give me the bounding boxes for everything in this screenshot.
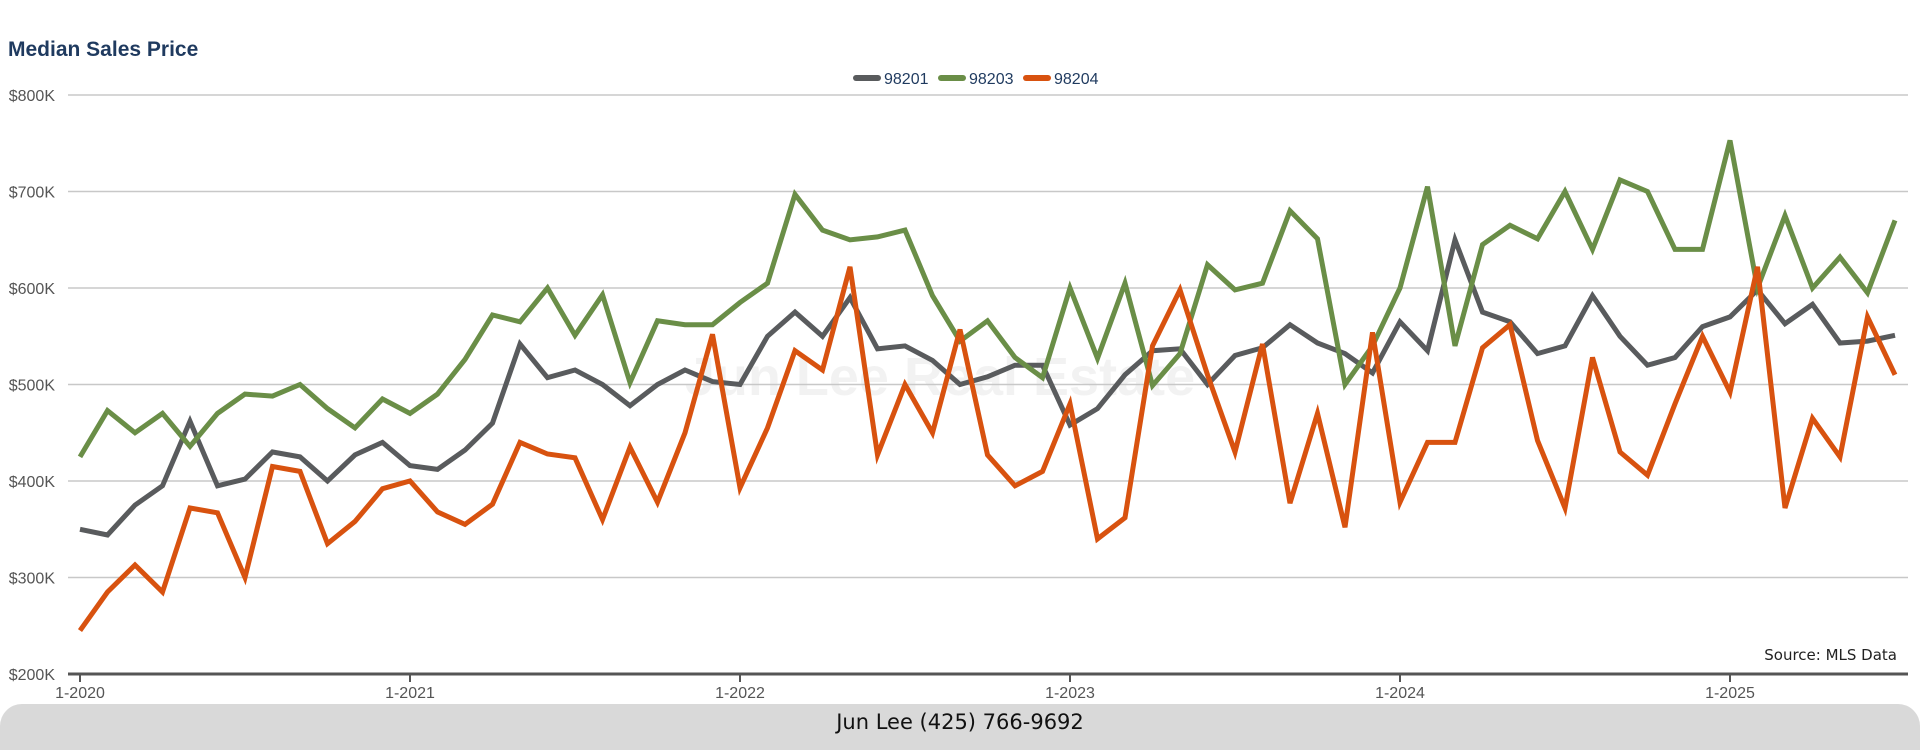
footer-bar [0,704,1920,750]
series-line-98204 [77,266,1898,633]
y-tick-label: $400K [9,474,56,491]
x-tick-label: 1-2025 [1705,685,1755,702]
legend: 98201 98203 98204 [853,71,1099,88]
legend-item-98201: 98201 [853,71,929,88]
legend-label: 98201 [884,71,929,88]
y-tick-label: $500K [9,378,56,395]
legend-item-98204: 98204 [1023,71,1099,88]
x-tick-label: 1-2022 [715,685,765,702]
series-lines [77,139,1898,633]
x-tick-label: 1-2020 [55,685,105,702]
axes: $200K $300K $400K $500K $600K $700K $800K 1-202… [9,88,1908,702]
grid-lines [68,94,1908,579]
series-line-98201 [79,231,1896,538]
legend-label: 98203 [969,71,1014,88]
y-tick-label: $200K [9,667,56,684]
x-tick-label: 1-2023 [1045,685,1095,702]
y-tick-label: $300K [9,571,56,588]
legend-item-98203: 98203 [938,71,1014,88]
y-tick-label: $600K [9,281,56,298]
y-tick-label: $800K [9,88,56,105]
x-tick-label: 1-2024 [1375,685,1425,702]
series-line-98203 [77,139,1898,459]
chart-title: Median Sales Price [8,38,199,61]
line-chart: Jun Lee Real Estate $200K$300K$400K$500K… [9,71,1908,702]
y-tick-label: $700K [9,185,56,202]
x-tick-label: 1-2021 [385,685,435,702]
legend-label: 98204 [1054,71,1099,88]
footer-contact: Jun Lee (425) 766-9692 [836,710,1084,734]
source-note: Source: MLS Data [1764,646,1897,664]
